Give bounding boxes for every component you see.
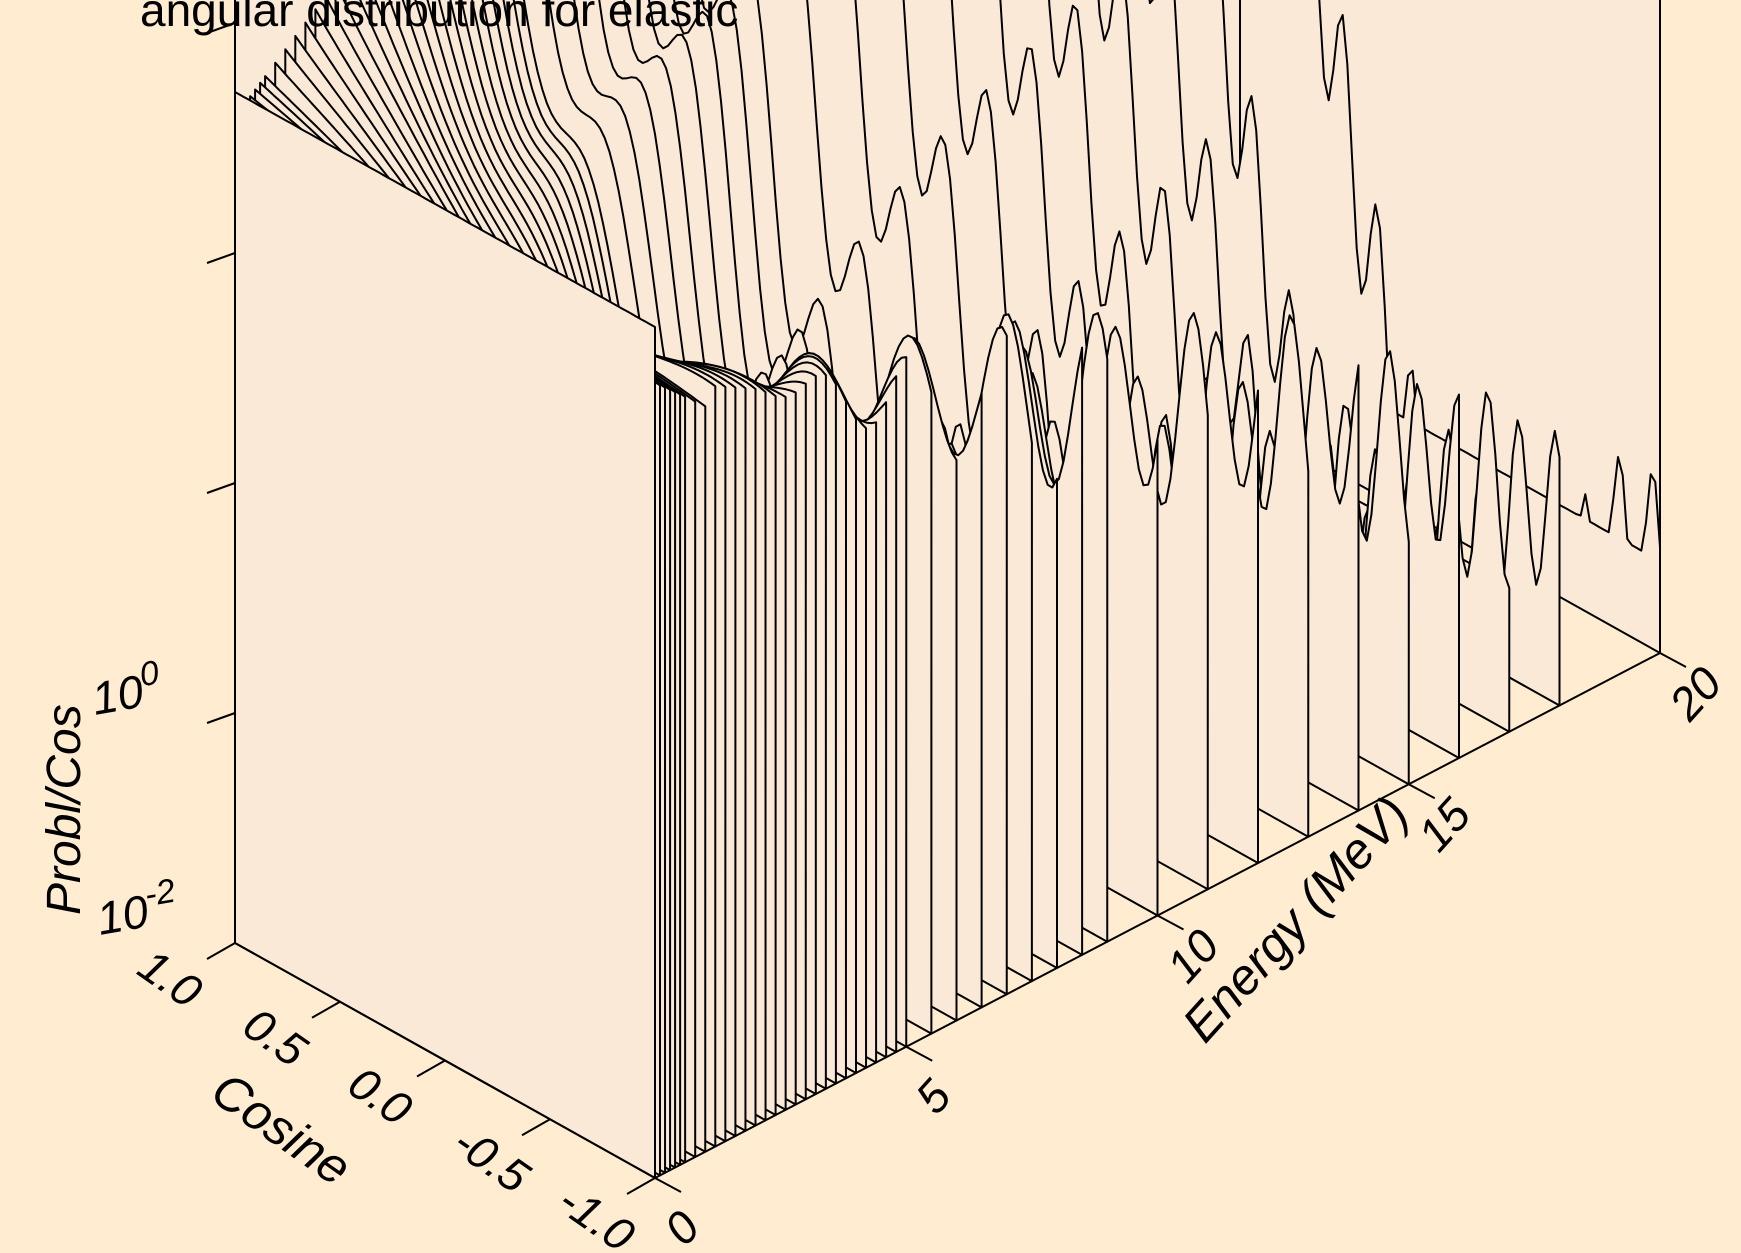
z-tick-label-1: 10-2 xyxy=(91,872,182,945)
y-tick-mark xyxy=(654,1177,682,1193)
z-tick-mark xyxy=(206,22,236,34)
y-tick-mark xyxy=(905,1045,933,1062)
z-tick-mark xyxy=(206,482,236,494)
y-tick-mark xyxy=(1408,783,1436,800)
axes-group xyxy=(206,0,1687,1195)
y-tick-label: 20 xyxy=(1658,657,1732,731)
chart-title: angular distribution for elastic xyxy=(140,0,738,36)
y-tick-label: 5 xyxy=(905,1069,961,1123)
x-tick-mark xyxy=(521,1118,551,1137)
z-axis-label: Probl/Cos xyxy=(38,704,91,915)
x-tick-label: -0.5 xyxy=(444,1115,539,1203)
curves-group xyxy=(234,0,1661,1179)
x-tick-mark xyxy=(206,942,236,960)
z-tick-mark xyxy=(206,712,236,724)
y-tick-label: 15 xyxy=(1408,788,1481,861)
x-tick-label: 0.5 xyxy=(234,997,317,1077)
x-tick-mark xyxy=(416,1059,446,1078)
x-tick-label: -1.0 xyxy=(549,1174,644,1253)
z-tick-mark xyxy=(206,252,236,264)
x-tick-mark xyxy=(311,1000,341,1019)
y-tick-mark xyxy=(1659,652,1687,668)
y-tick-mark xyxy=(1157,914,1184,931)
x-tick-label: 0.0 xyxy=(339,1056,422,1136)
x-tick-label: 1.0 xyxy=(129,939,212,1019)
x-axis-label: Cosine xyxy=(202,1061,362,1196)
curve-energy-0 xyxy=(234,91,656,1179)
x-tick-mark xyxy=(626,1177,656,1195)
z-tick-label-0: 100 xyxy=(86,654,166,725)
y-tick-label: 0 xyxy=(654,1201,710,1253)
